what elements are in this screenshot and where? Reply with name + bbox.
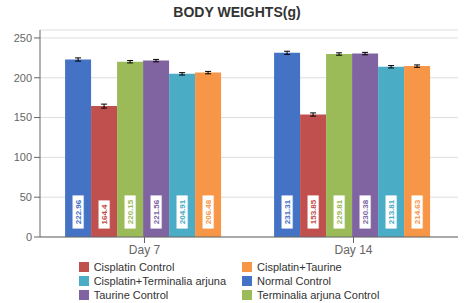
svg-text:222.96: 222.96 <box>74 199 83 224</box>
svg-text:231.31: 231.31 <box>283 199 292 224</box>
svg-text:206.48: 206.48 <box>204 199 213 224</box>
svg-text:Day 7: Day 7 <box>129 243 161 257</box>
svg-text:0: 0 <box>26 231 32 243</box>
html-text:Cisplatin+Terminalia arjuna: Cisplatin+Terminalia arjuna <box>93 275 226 287</box>
html-text:Terminalia arjuna Control: Terminalia arjuna Control <box>257 289 380 301</box>
svg-text:204.91: 204.91 <box>178 199 187 224</box>
html-text:BODY WEIGHTS(g): BODY WEIGHTS(g) <box>173 4 301 20</box>
svg-text:150: 150 <box>14 111 32 123</box>
svg-text:164.4: 164.4 <box>100 204 109 225</box>
svg-text:230.38: 230.38 <box>361 199 370 224</box>
html-text:Cisplatin+Taurine: Cisplatin+Taurine <box>257 261 342 273</box>
svg-text:214.63: 214.63 <box>413 199 422 224</box>
svg-text:153.85: 153.85 <box>309 199 318 224</box>
html-text:Normal Control: Normal Control <box>257 275 331 287</box>
svg-text:250: 250 <box>14 32 32 44</box>
html-text:Taurine Control: Taurine Control <box>93 289 169 301</box>
svg-text:213.81: 213.81 <box>387 199 396 224</box>
svg-text:221.56: 221.56 <box>152 199 161 224</box>
svg-text:229.81: 229.81 <box>335 199 344 224</box>
svg-text:100: 100 <box>14 151 32 163</box>
html-text:Cisplatin Control: Cisplatin Control <box>93 261 175 273</box>
svg-text:Day 14: Day 14 <box>334 243 372 257</box>
svg-text:200: 200 <box>14 72 32 84</box>
svg-text:50: 50 <box>20 191 32 203</box>
svg-text:220.15: 220.15 <box>126 199 135 224</box>
